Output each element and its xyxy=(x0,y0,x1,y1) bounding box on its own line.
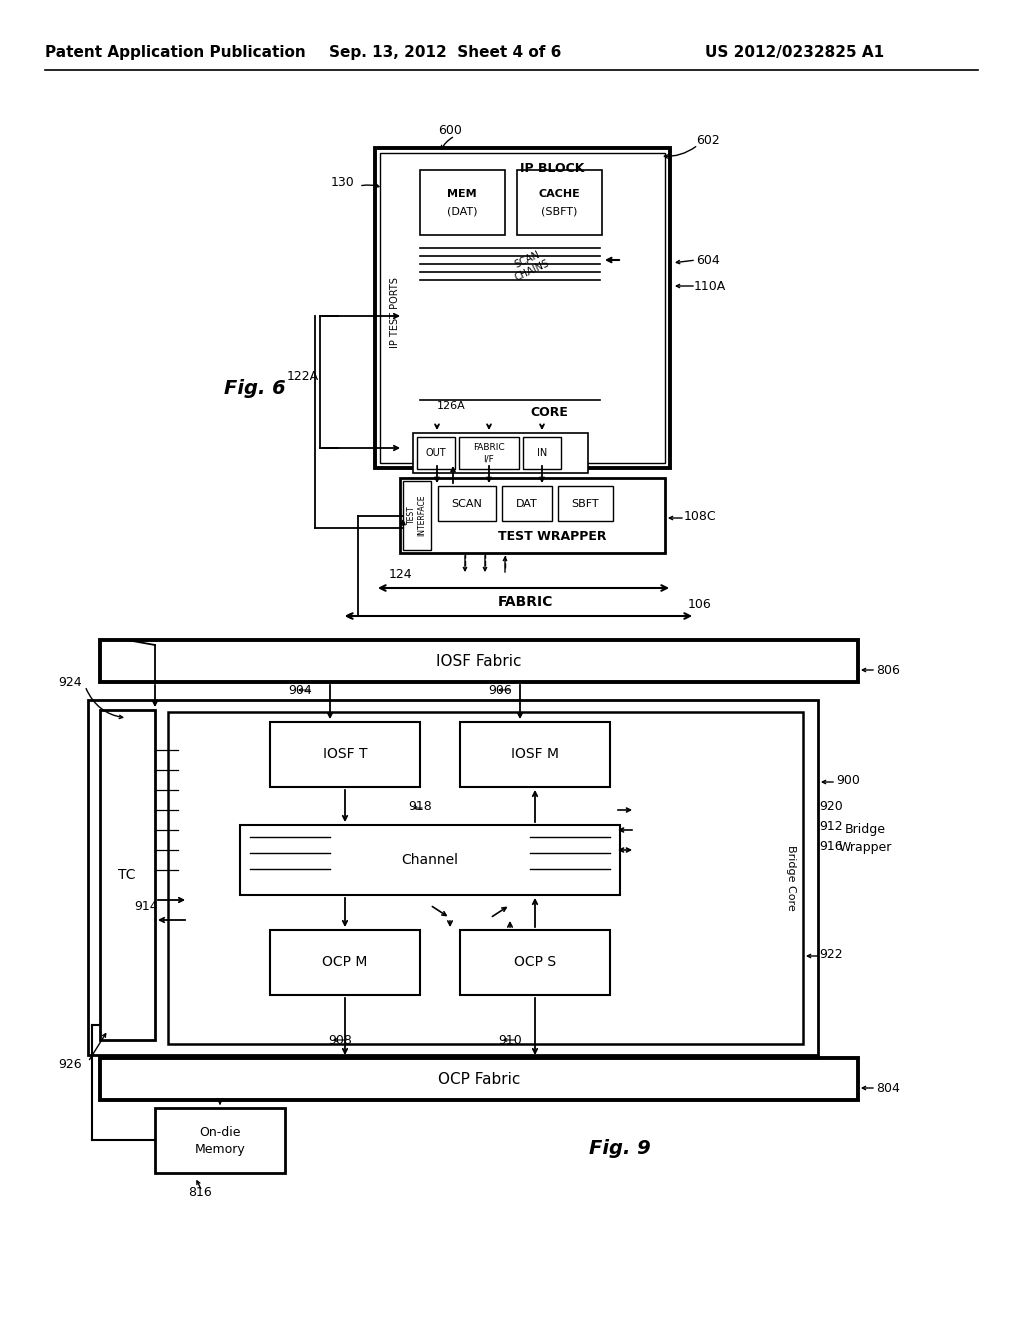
Bar xyxy=(168,711,803,1044)
Text: 600: 600 xyxy=(438,124,462,136)
Bar xyxy=(502,486,552,521)
Text: 900: 900 xyxy=(836,774,860,787)
Text: 122A: 122A xyxy=(287,370,319,383)
Text: 602: 602 xyxy=(696,133,720,147)
Bar xyxy=(88,700,818,1055)
Text: IP TEST PORTS: IP TEST PORTS xyxy=(390,277,400,348)
Text: IOSF M: IOSF M xyxy=(511,747,559,762)
Text: 816: 816 xyxy=(188,1187,212,1200)
Text: TEST WRAPPER: TEST WRAPPER xyxy=(498,529,606,543)
Text: OCP Fabric: OCP Fabric xyxy=(438,1072,520,1086)
Text: TEST
INTERFACE: TEST INTERFACE xyxy=(408,494,427,536)
Bar xyxy=(400,478,665,553)
Bar xyxy=(413,433,588,473)
Text: Patent Application Publication: Patent Application Publication xyxy=(45,45,305,59)
Text: 108C: 108C xyxy=(684,510,717,523)
Text: 924: 924 xyxy=(58,676,82,689)
Text: I/F: I/F xyxy=(483,454,495,463)
Bar xyxy=(270,722,420,787)
Text: 804: 804 xyxy=(877,1081,900,1094)
Text: CACHE: CACHE xyxy=(539,189,580,199)
Text: Memory: Memory xyxy=(195,1143,246,1156)
Text: IN: IN xyxy=(537,447,547,458)
Text: OUT: OUT xyxy=(426,447,446,458)
Text: SBFT: SBFT xyxy=(571,499,599,510)
Text: Bridge: Bridge xyxy=(845,824,886,837)
Text: 914: 914 xyxy=(134,900,158,913)
Bar xyxy=(459,437,519,469)
Text: SCAN
CHAINS: SCAN CHAINS xyxy=(509,247,551,282)
Text: Fig. 6: Fig. 6 xyxy=(224,379,286,397)
Text: 904: 904 xyxy=(288,684,312,697)
Text: 906: 906 xyxy=(488,684,512,697)
Text: 124: 124 xyxy=(388,569,412,582)
Text: MEM: MEM xyxy=(447,189,477,199)
Bar xyxy=(417,437,455,469)
Text: Wrapper: Wrapper xyxy=(839,842,892,854)
Text: 920: 920 xyxy=(819,800,843,813)
Bar xyxy=(155,1107,285,1173)
Text: Channel: Channel xyxy=(401,853,459,867)
Text: 106: 106 xyxy=(688,598,712,610)
Text: Bridge Core: Bridge Core xyxy=(786,845,796,911)
Text: 910: 910 xyxy=(498,1034,522,1047)
Bar xyxy=(240,825,620,895)
Bar xyxy=(523,437,561,469)
Text: 604: 604 xyxy=(696,253,720,267)
Bar xyxy=(438,486,496,521)
Text: 916: 916 xyxy=(819,841,843,854)
Text: CORE: CORE xyxy=(530,405,568,418)
Bar xyxy=(100,1059,858,1100)
Text: IOSF Fabric: IOSF Fabric xyxy=(436,653,522,668)
Bar xyxy=(380,153,665,463)
Text: US 2012/0232825 A1: US 2012/0232825 A1 xyxy=(706,45,885,59)
Text: FABRIC: FABRIC xyxy=(498,595,553,609)
Text: 912: 912 xyxy=(819,821,843,833)
Text: On-die: On-die xyxy=(200,1126,241,1138)
Text: (SBFT): (SBFT) xyxy=(541,207,578,216)
Text: SCAN: SCAN xyxy=(452,499,482,510)
Bar xyxy=(100,640,858,682)
Text: IP BLOCK: IP BLOCK xyxy=(520,161,584,174)
Text: OCP S: OCP S xyxy=(514,954,556,969)
Text: FABRIC: FABRIC xyxy=(473,442,505,451)
Text: DAT: DAT xyxy=(516,499,538,510)
Text: 926: 926 xyxy=(58,1059,82,1072)
Bar xyxy=(403,480,431,550)
Text: IOSF T: IOSF T xyxy=(323,747,368,762)
Bar xyxy=(517,170,602,235)
Text: Fig. 9: Fig. 9 xyxy=(589,1138,651,1158)
Bar xyxy=(270,931,420,995)
Text: Sep. 13, 2012  Sheet 4 of 6: Sep. 13, 2012 Sheet 4 of 6 xyxy=(329,45,561,59)
Text: 130: 130 xyxy=(331,177,355,190)
Text: TC: TC xyxy=(118,869,136,882)
Bar xyxy=(558,486,613,521)
Text: (DAT): (DAT) xyxy=(446,207,477,216)
Bar xyxy=(100,710,155,1040)
Text: OCP M: OCP M xyxy=(323,954,368,969)
Text: 908: 908 xyxy=(328,1034,352,1047)
Text: 126A: 126A xyxy=(437,401,466,411)
Text: 918: 918 xyxy=(409,800,432,813)
Bar xyxy=(420,170,505,235)
Bar xyxy=(460,931,610,995)
Bar xyxy=(375,148,670,469)
Bar xyxy=(460,722,610,787)
Text: 110A: 110A xyxy=(694,280,726,293)
Text: 806: 806 xyxy=(877,664,900,676)
Text: 922: 922 xyxy=(819,948,843,961)
